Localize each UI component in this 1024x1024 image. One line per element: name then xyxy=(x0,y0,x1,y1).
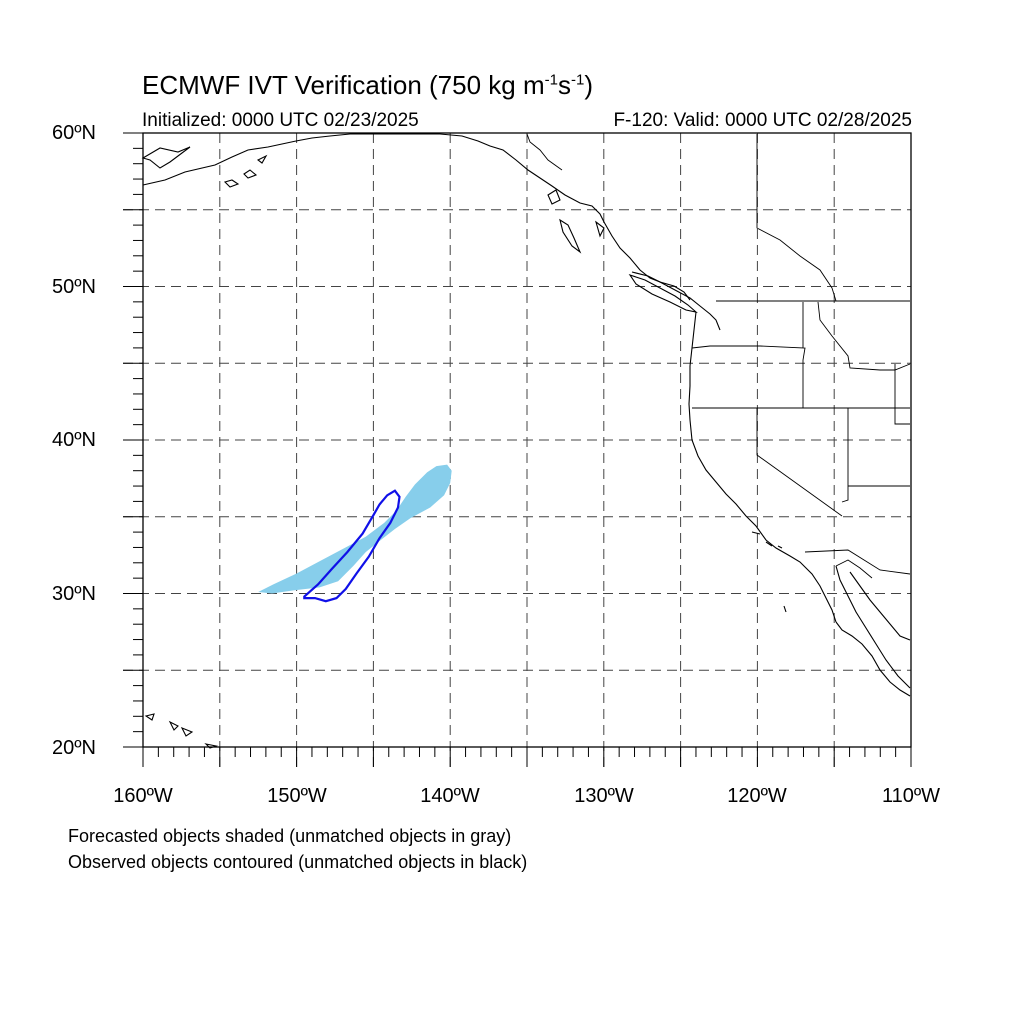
lat-label-60n: 60ºN xyxy=(52,122,96,144)
valid-time-label: F-120: Valid: 0000 UTC 02/28/2025 xyxy=(613,110,912,131)
title-mid: s xyxy=(557,70,571,100)
lon-label-160w: 160ºW xyxy=(113,785,173,807)
us-west-coast xyxy=(688,311,837,623)
baja-california xyxy=(835,565,911,697)
title-exp1: -1 xyxy=(544,71,558,89)
observed-object-contour xyxy=(303,489,401,603)
political-borders xyxy=(526,133,911,579)
alaska-coast xyxy=(141,133,691,301)
lon-label-130w: 130ºW xyxy=(574,785,634,807)
map-title: ECMWF IVT Verification (750 kg m-1s-1) xyxy=(142,70,593,101)
init-time-label: Initialized: 0000 UTC 02/23/2025 xyxy=(142,110,419,131)
coastlines xyxy=(141,133,911,749)
forecast-object-shaded xyxy=(258,464,452,594)
note-observed: Observed objects contoured (unmatched ob… xyxy=(68,852,528,872)
note-forecast: Forecasted objects shaded (unmatched obj… xyxy=(68,826,512,846)
us-states xyxy=(691,301,911,575)
title-main: ECMWF IVT Verification (750 kg m xyxy=(142,70,545,100)
alaska-islands xyxy=(223,154,605,254)
channel-islands xyxy=(751,531,787,613)
title-exp2: -1 xyxy=(570,71,585,89)
lat-label-20n: 20ºN xyxy=(52,737,96,759)
lon-label-150w: 150ºW xyxy=(267,785,327,807)
lon-label-140w: 140ºW xyxy=(420,785,480,807)
lat-label-40n: 40ºN xyxy=(52,429,96,451)
lon-label-120w: 120ºW xyxy=(727,785,787,807)
lat-label-30n: 30ºN xyxy=(52,583,96,605)
bc-coast xyxy=(631,271,721,331)
gulf-of-california xyxy=(849,571,911,641)
graticule xyxy=(123,133,911,767)
title-close: ) xyxy=(584,70,593,100)
lon-label-110w: 110ºW xyxy=(881,785,941,807)
axis-ticks xyxy=(123,132,912,767)
lat-label-50n: 50ºN xyxy=(52,276,96,298)
mexico-border xyxy=(835,559,873,579)
hawaii-islands xyxy=(144,713,219,749)
vancouver-island xyxy=(628,273,698,313)
canada-provinces xyxy=(526,133,837,302)
